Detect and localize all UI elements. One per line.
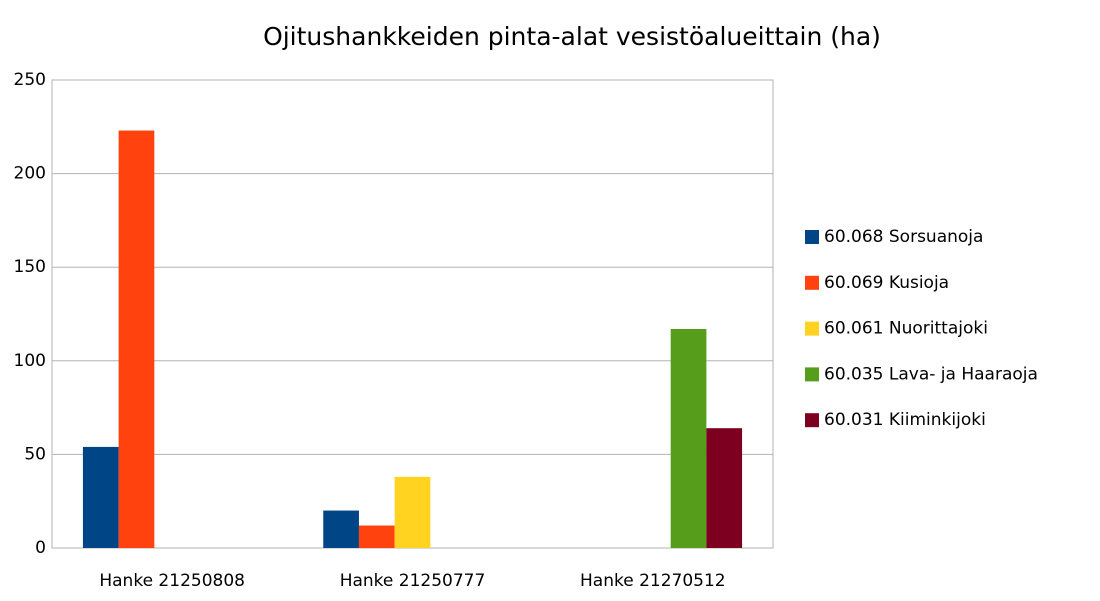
legend-swatch [805,321,819,336]
bar [358,525,395,548]
legend-label: 60.069 Kusioja [824,273,949,293]
y-tick-label: 50 [24,444,46,464]
legend-swatch [805,367,819,382]
y-tick-label: 100 [14,351,46,371]
x-tick-label: Hanke 21250808 [99,571,245,591]
legend-swatch [805,413,819,428]
bar [118,130,155,548]
legend-swatch [805,230,819,244]
x-tick-label: Hanke 21250777 [340,571,486,591]
y-tick-label: 150 [14,257,46,277]
legend-label: 60.061 Nuorittajoki [824,319,988,339]
legend-label: 60.068 Sorsuanoja [824,227,983,247]
bar [670,328,707,548]
legend-label: 60.031 Kiiminkijoki [824,410,986,430]
y-tick-label: 250 [14,70,46,90]
chart-title: Ojitushankkeiden pinta-alat vesistöaluei… [263,22,881,51]
bar [706,428,743,548]
x-tick-label: Hanke 21270512 [580,571,726,591]
y-tick-label: 0 [35,538,46,558]
y-tick-label: 200 [14,164,46,184]
bar [323,510,359,548]
legend-swatch [805,275,819,290]
legend-label: 60.035 Lava- ja Haaraoja [824,364,1038,384]
bar [394,476,431,548]
bar [82,446,119,548]
